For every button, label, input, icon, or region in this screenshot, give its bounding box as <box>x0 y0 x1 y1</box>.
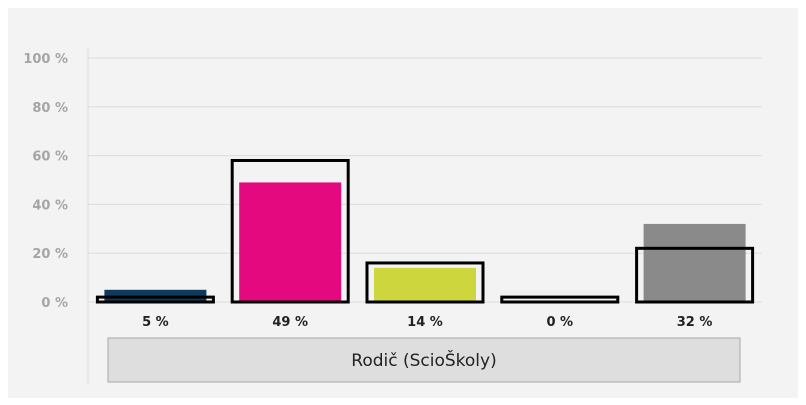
bars <box>104 182 746 302</box>
bar-1 <box>239 182 342 302</box>
outline-bar-2 <box>365 261 485 304</box>
outline-bar-0 <box>95 295 215 304</box>
value-label-0: 5 % <box>142 315 169 330</box>
value-label-4: 32 % <box>677 315 713 330</box>
y-axis-ticks: 0 % 20 % 40 % 60 % 80 % 100 % <box>23 52 68 311</box>
y-tick-label: 60 % <box>32 150 68 165</box>
y-tick-label: 40 % <box>32 198 68 213</box>
bar-4 <box>643 223 746 302</box>
outline-bars <box>95 158 755 304</box>
bar-2 <box>374 267 476 302</box>
y-tick-label: 0 % <box>41 296 68 311</box>
value-label-2: 14 % <box>407 315 443 330</box>
y-tick-label: 20 % <box>32 247 68 262</box>
outline-bar-3 <box>500 295 620 304</box>
y-tick-label: 80 % <box>32 101 68 116</box>
outline-bar-4 <box>635 246 755 304</box>
value-label-3: 0 % <box>546 315 573 330</box>
group-label-box <box>107 337 741 383</box>
value-label-1: 49 % <box>272 315 308 330</box>
group-label: Rodič (ScioŠkoly) <box>351 349 496 371</box>
chart-panel: 0 % 20 % 40 % 60 % 80 % 100 % 5 % 49 % 14 % 0 % 3… <box>8 8 798 398</box>
y-tick-label: 100 % <box>23 52 68 67</box>
outline-bar-1 <box>230 158 350 304</box>
bar-chart: 0 % 20 % 40 % 60 % 80 % 100 % 5 % 49 % 14 % 0 % 3… <box>23 48 762 384</box>
value-labels: 5 % 49 % 14 % 0 % 32 % <box>142 315 712 330</box>
